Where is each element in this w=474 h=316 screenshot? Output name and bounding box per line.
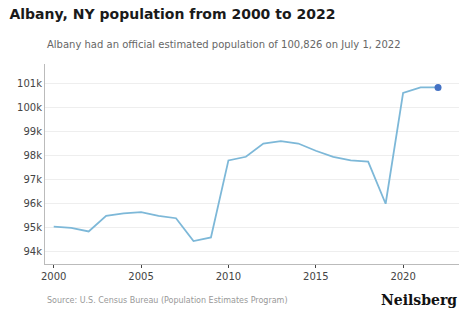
svg-text:100k: 100k bbox=[17, 102, 42, 113]
svg-text:Albany, NY population from 200: Albany, NY population from 2000 to 2022 bbox=[9, 6, 335, 22]
svg-text:2015: 2015 bbox=[303, 271, 328, 282]
svg-text:101k: 101k bbox=[17, 78, 42, 89]
svg-text:Albany had an official estimat: Albany had an official estimated populat… bbox=[47, 39, 401, 50]
svg-text:97k: 97k bbox=[23, 174, 42, 185]
svg-text:99k: 99k bbox=[23, 126, 42, 137]
svg-text:2000: 2000 bbox=[41, 271, 66, 282]
svg-text:2010: 2010 bbox=[216, 271, 241, 282]
svg-text:98k: 98k bbox=[23, 150, 42, 161]
svg-text:2005: 2005 bbox=[128, 271, 153, 282]
svg-text:Source: U.S. Census Bureau (Po: Source: U.S. Census Bureau (Population E… bbox=[47, 296, 288, 305]
svg-text:2020: 2020 bbox=[390, 271, 415, 282]
svg-text:94k: 94k bbox=[23, 246, 42, 257]
svg-text:96k: 96k bbox=[23, 198, 42, 209]
svg-text:95k: 95k bbox=[23, 222, 42, 233]
svg-text:Neilsberg: Neilsberg bbox=[381, 292, 457, 308]
